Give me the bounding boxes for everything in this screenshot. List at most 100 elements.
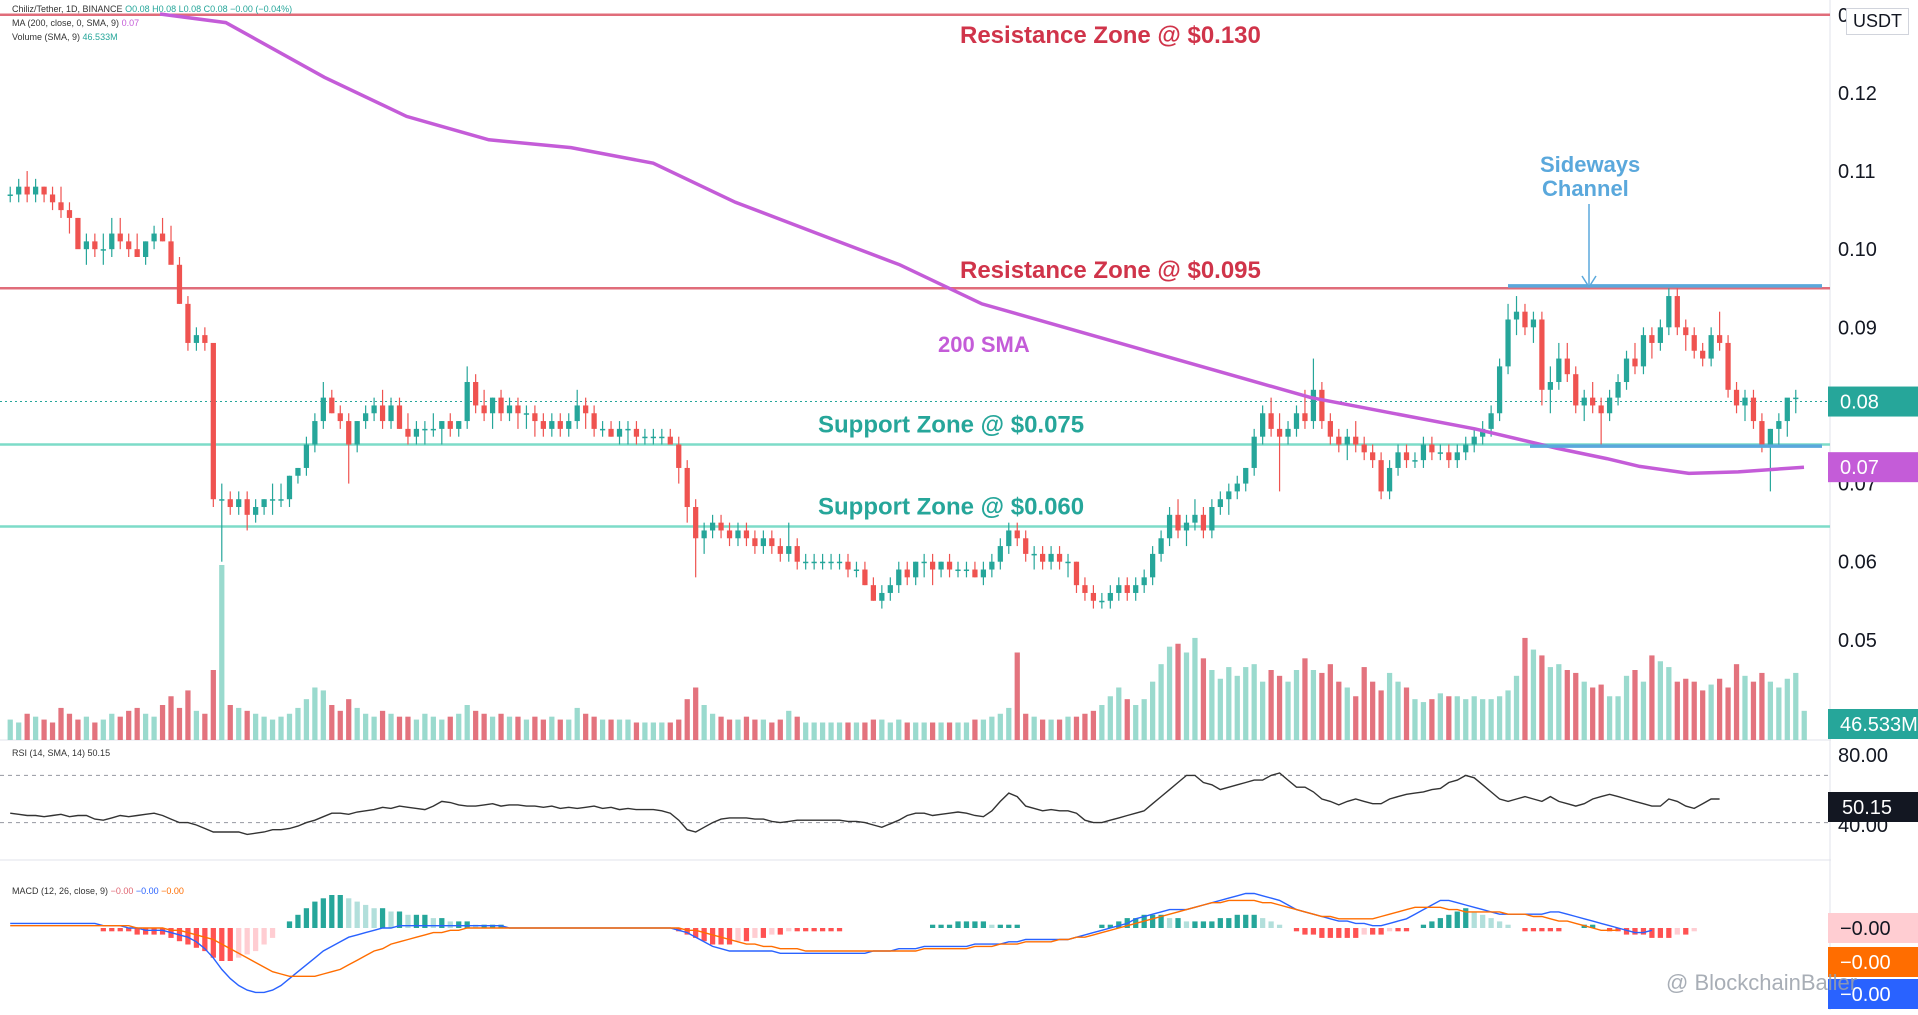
candle-body (379, 405, 386, 422)
macd-hist-bar (286, 921, 293, 928)
candle-body (354, 421, 360, 445)
candle-body (1530, 319, 1537, 328)
macd-hist-bar (1200, 921, 1207, 928)
candle-body (819, 561, 826, 564)
candle-body (1361, 444, 1367, 453)
macd-hist-bar (1014, 924, 1020, 928)
candle-body (701, 530, 707, 539)
candle-body (489, 397, 496, 414)
macd-hist-bar (811, 928, 817, 932)
candle-body (515, 405, 521, 414)
volume-bar (693, 687, 699, 740)
volume-bar (295, 707, 301, 740)
candle-body (1513, 311, 1520, 320)
candle-body (718, 522, 724, 531)
volume-bar (1674, 681, 1680, 740)
macd-hist-bar (1175, 918, 1181, 928)
candle-body (1564, 358, 1570, 375)
macd-hist-bar (1403, 928, 1410, 932)
support-level-label: Support Zone @ $0.075 (818, 412, 1084, 439)
candle-body (337, 413, 343, 422)
volume-bar (473, 710, 479, 740)
volume-bar (1268, 670, 1274, 740)
currency-label[interactable]: USDT (1846, 8, 1909, 35)
candle-body (1166, 514, 1173, 539)
volume-bar (786, 710, 792, 740)
volume-bar (1590, 687, 1596, 740)
volume-bar (1217, 678, 1223, 740)
macd-value-badge-label: −0.00 (1840, 984, 1891, 1006)
volume-bar (253, 713, 259, 740)
candle-body (1505, 319, 1511, 367)
macd-hist-bar (379, 908, 386, 928)
volume-bar (1564, 670, 1570, 740)
candle-body (227, 499, 233, 508)
candle-body (278, 499, 284, 501)
candle-body (244, 499, 250, 515)
support-level-label: Support Zone @ $0.060 (818, 494, 1084, 521)
volume-bar (1133, 705, 1139, 740)
volume-bar (803, 722, 809, 740)
volume-bar (1598, 684, 1604, 740)
volume-bar (66, 713, 73, 740)
volume-bar (1759, 672, 1765, 740)
volume-bar (913, 722, 919, 740)
volume-bar (456, 713, 462, 740)
volume-bar (1150, 681, 1156, 740)
volume-bar (1251, 664, 1257, 740)
volume-bar (506, 716, 513, 740)
candle-body (1793, 397, 1799, 400)
candle-body (430, 428, 436, 431)
volume-bar (862, 722, 868, 740)
candle-body (1200, 514, 1207, 531)
ma-value: 0.07 (121, 18, 140, 28)
volume-bar (244, 710, 250, 740)
macd-hist-bar (363, 904, 369, 928)
macd-hist-bar (803, 928, 809, 932)
candle-body (794, 546, 800, 562)
volume-bar (946, 722, 953, 740)
candle-body (1378, 460, 1384, 492)
volume-bar (1200, 658, 1207, 740)
candle-body (1150, 553, 1156, 578)
candle-body (913, 561, 919, 578)
volume-bar (303, 699, 310, 740)
macd-hist-bar (151, 928, 157, 935)
candle-body (803, 561, 809, 564)
macd-legend-v3: −0.00 (161, 886, 184, 896)
candle-body (1048, 553, 1054, 562)
candle-body (667, 436, 673, 445)
candle-body (422, 428, 428, 431)
macd-value-badge-label: −0.00 (1840, 952, 1891, 974)
candle-body (1133, 585, 1139, 593)
macd-hist-bar (1251, 914, 1257, 928)
candle-body (1446, 452, 1452, 461)
macd-hist-bar (1530, 928, 1537, 932)
volume-bar (1429, 699, 1435, 740)
candle-body (836, 561, 843, 564)
candle-body (980, 569, 987, 578)
macd-hist-bar (1378, 928, 1384, 935)
candle-body (83, 241, 90, 250)
macd-hist-bar (1370, 928, 1376, 935)
candle-body (100, 249, 106, 251)
macd-hist-bar (1302, 928, 1308, 935)
candle-body (134, 249, 140, 257)
macd-hist-bar (100, 928, 106, 932)
volume-bar (1488, 699, 1494, 740)
macd-hist-bar (193, 928, 200, 948)
volume-bar (1048, 719, 1054, 740)
candle-body (1319, 389, 1325, 422)
candle-body (1175, 514, 1181, 531)
candle-body (523, 413, 530, 415)
volume-bar (117, 716, 123, 740)
macd-value-badge-label: −0.00 (1840, 918, 1891, 940)
volume-bar (659, 722, 665, 740)
macd-hist-bar (1446, 914, 1452, 928)
candle-body (599, 428, 606, 431)
macd-hist-bar (269, 928, 276, 938)
volume-bar (1471, 696, 1477, 740)
candle-body (92, 241, 98, 250)
